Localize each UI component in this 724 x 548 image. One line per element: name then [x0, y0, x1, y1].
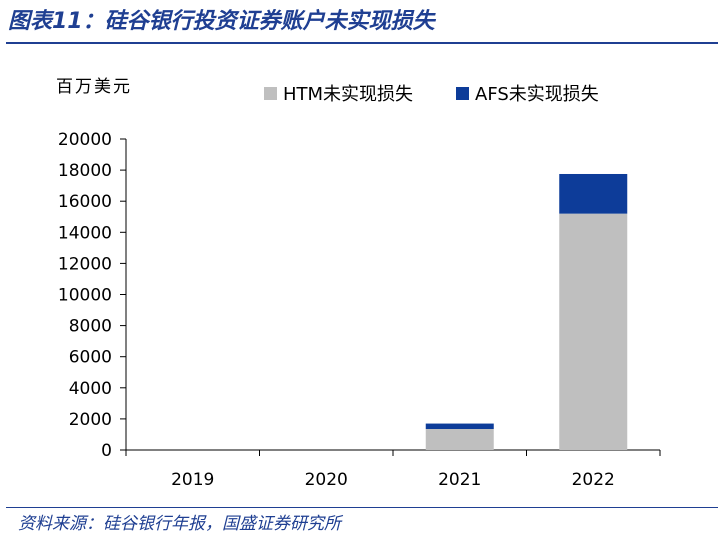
- legend-label-afs: AFS未实现损失: [475, 84, 599, 105]
- source-note: 资料来源：硅谷银行年报，国盛证券研究所: [18, 514, 341, 534]
- x-tick-label: 2021: [438, 470, 481, 490]
- y-unit-label: 百万美元: [56, 77, 132, 97]
- x-tick-label: 2019: [171, 470, 214, 490]
- y-tick-label: 16000: [58, 192, 112, 212]
- y-tick-label: 0: [101, 441, 112, 461]
- bar-afs-2021: [425, 423, 494, 430]
- y-tick-label: 14000: [58, 223, 112, 243]
- y-axis: 0 2000 4000 6000 8000 10000 12000 14000 16000 180…: [58, 130, 127, 461]
- y-tick-label: 8000: [69, 317, 112, 337]
- y-tick-label: 10000: [58, 286, 112, 306]
- legend-item-htm: HTM未实现损失: [264, 80, 413, 106]
- bar-afs-2022: [559, 173, 628, 214]
- bar-htm-2022: [559, 213, 628, 450]
- figure-title: 图表11：硅谷银行投资证券账户未实现损失: [8, 9, 435, 34]
- y-tick-label: 4000: [69, 379, 112, 399]
- x-tick-label: 2020: [305, 470, 348, 490]
- y-tick-label: 12000: [58, 254, 112, 274]
- source-rule: [6, 507, 718, 508]
- bars: [425, 173, 628, 450]
- legend-swatch-htm: [264, 86, 277, 100]
- y-tick-label: 6000: [69, 348, 112, 368]
- bar-htm-2021: [425, 429, 494, 450]
- x-tick-label: 2022: [572, 470, 615, 490]
- x-axis: 2019 2020 2021 2022: [125, 449, 661, 490]
- y-tick-label: 18000: [58, 161, 112, 181]
- legend-label-htm: HTM未实现损失: [283, 84, 414, 105]
- legend-swatch-afs: [456, 86, 469, 100]
- title-rule: [6, 42, 718, 44]
- legend-item-afs: AFS未实现损失: [456, 80, 599, 106]
- y-tick-label: 2000: [69, 410, 112, 430]
- y-tick-label: 20000: [58, 130, 112, 150]
